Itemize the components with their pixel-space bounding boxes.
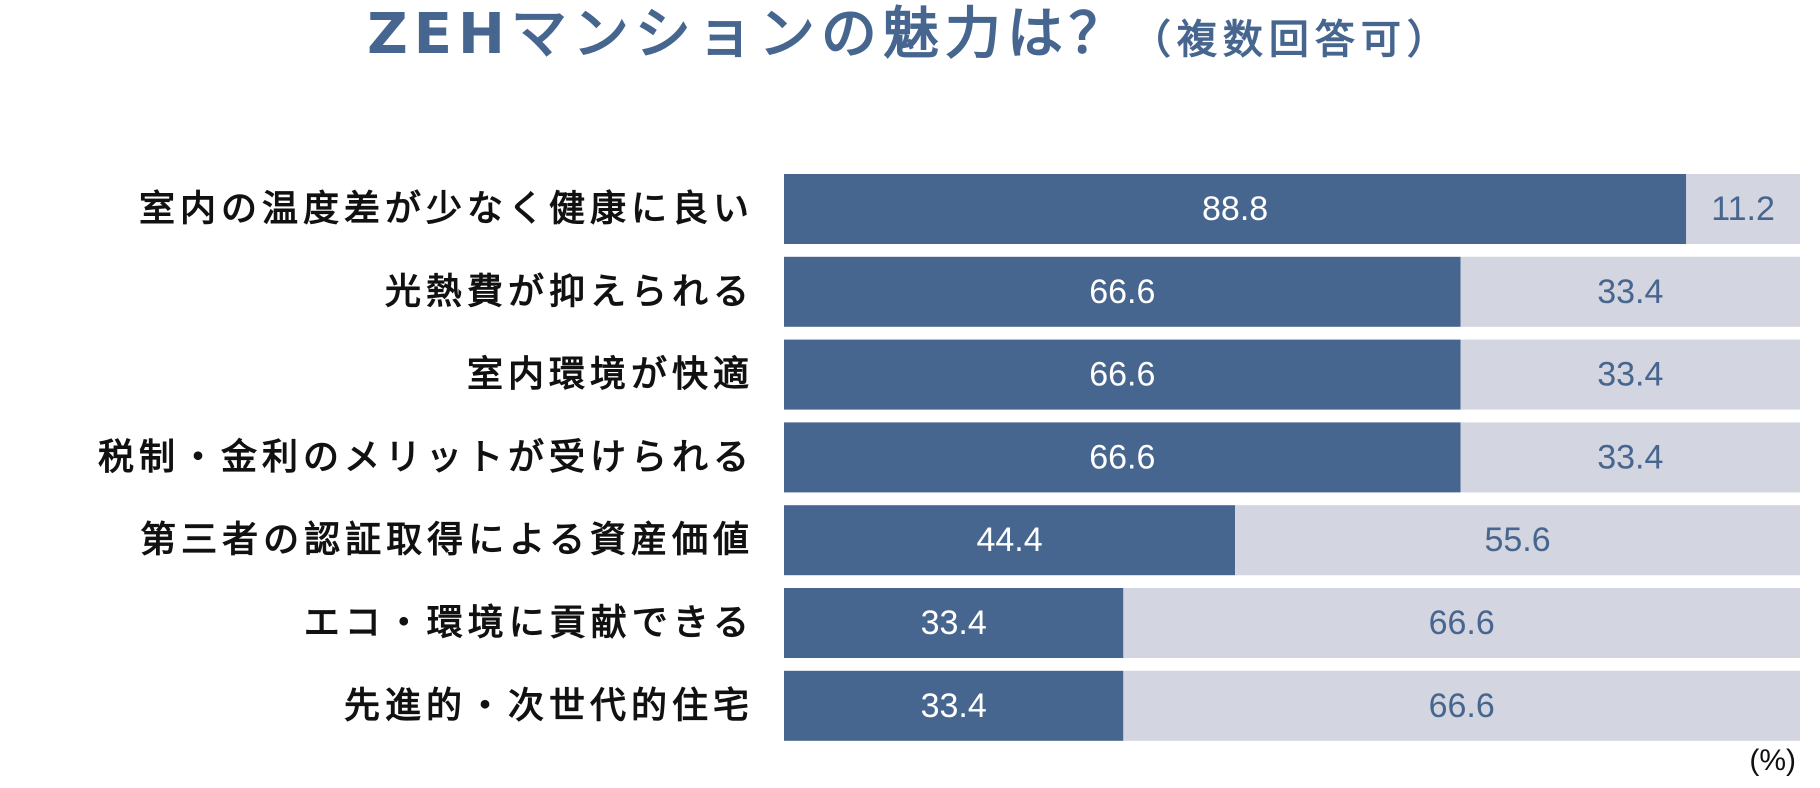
data-label: 33.4	[921, 687, 987, 725]
data-label: 33.4	[1597, 356, 1663, 394]
bar-segment-primary	[784, 256, 1461, 327]
category-label: エコ・環境に貢献できる	[304, 603, 754, 644]
bar-segment-remainder	[1686, 174, 1800, 244]
bar-segment-primary	[784, 670, 1124, 741]
category-label: 室内の温度差が少なく健康に良い	[139, 188, 754, 230]
data-label: 66.6	[1089, 273, 1155, 311]
category-label: 光熱費が抑えられる	[385, 271, 754, 312]
chart-title-sub: （複数回答可）	[1130, 17, 1453, 63]
bar-segment-primary	[784, 588, 1124, 658]
category-label: 税制・金利のメリットが受けられる	[98, 436, 754, 478]
data-label: 66.6	[1089, 438, 1155, 476]
data-label: 33.4	[1597, 273, 1663, 311]
data-label: 33.4	[921, 604, 987, 642]
data-label: 55.6	[1484, 521, 1550, 559]
data-label: 66.6	[1429, 604, 1495, 642]
chart-title-main: ZEHマンションの魅力は？	[367, 2, 1131, 67]
bar-segment-primary	[784, 505, 1236, 576]
bar-segment-primary	[784, 174, 1687, 244]
data-label: 44.4	[976, 521, 1042, 559]
bar-segment-remainder	[1460, 256, 1800, 327]
bar-segment-primary	[784, 422, 1461, 493]
data-label: 66.6	[1429, 687, 1495, 725]
bar-segment-remainder	[1460, 339, 1800, 410]
data-label: 11.2	[1711, 190, 1775, 228]
chart-title: ZEHマンションの魅力は？（複数回答可）	[0, 0, 1820, 80]
data-label: 33.4	[1597, 438, 1663, 476]
data-label: 88.8	[1202, 190, 1268, 228]
bar-segment-remainder	[1460, 422, 1800, 493]
bar-segment-remainder	[1123, 588, 1800, 658]
bar-segment-remainder	[1123, 670, 1800, 741]
unit-label: (%)	[1749, 744, 1796, 777]
data-label: 66.6	[1089, 356, 1155, 394]
bar-segment-remainder	[1235, 505, 1800, 576]
category-label: 第三者の認証取得による資産価値	[140, 520, 754, 561]
category-label: 先進的・次世代的住宅	[344, 684, 754, 726]
bar-segment-primary	[784, 339, 1461, 410]
category-label: 室内環境が快適	[467, 354, 754, 395]
